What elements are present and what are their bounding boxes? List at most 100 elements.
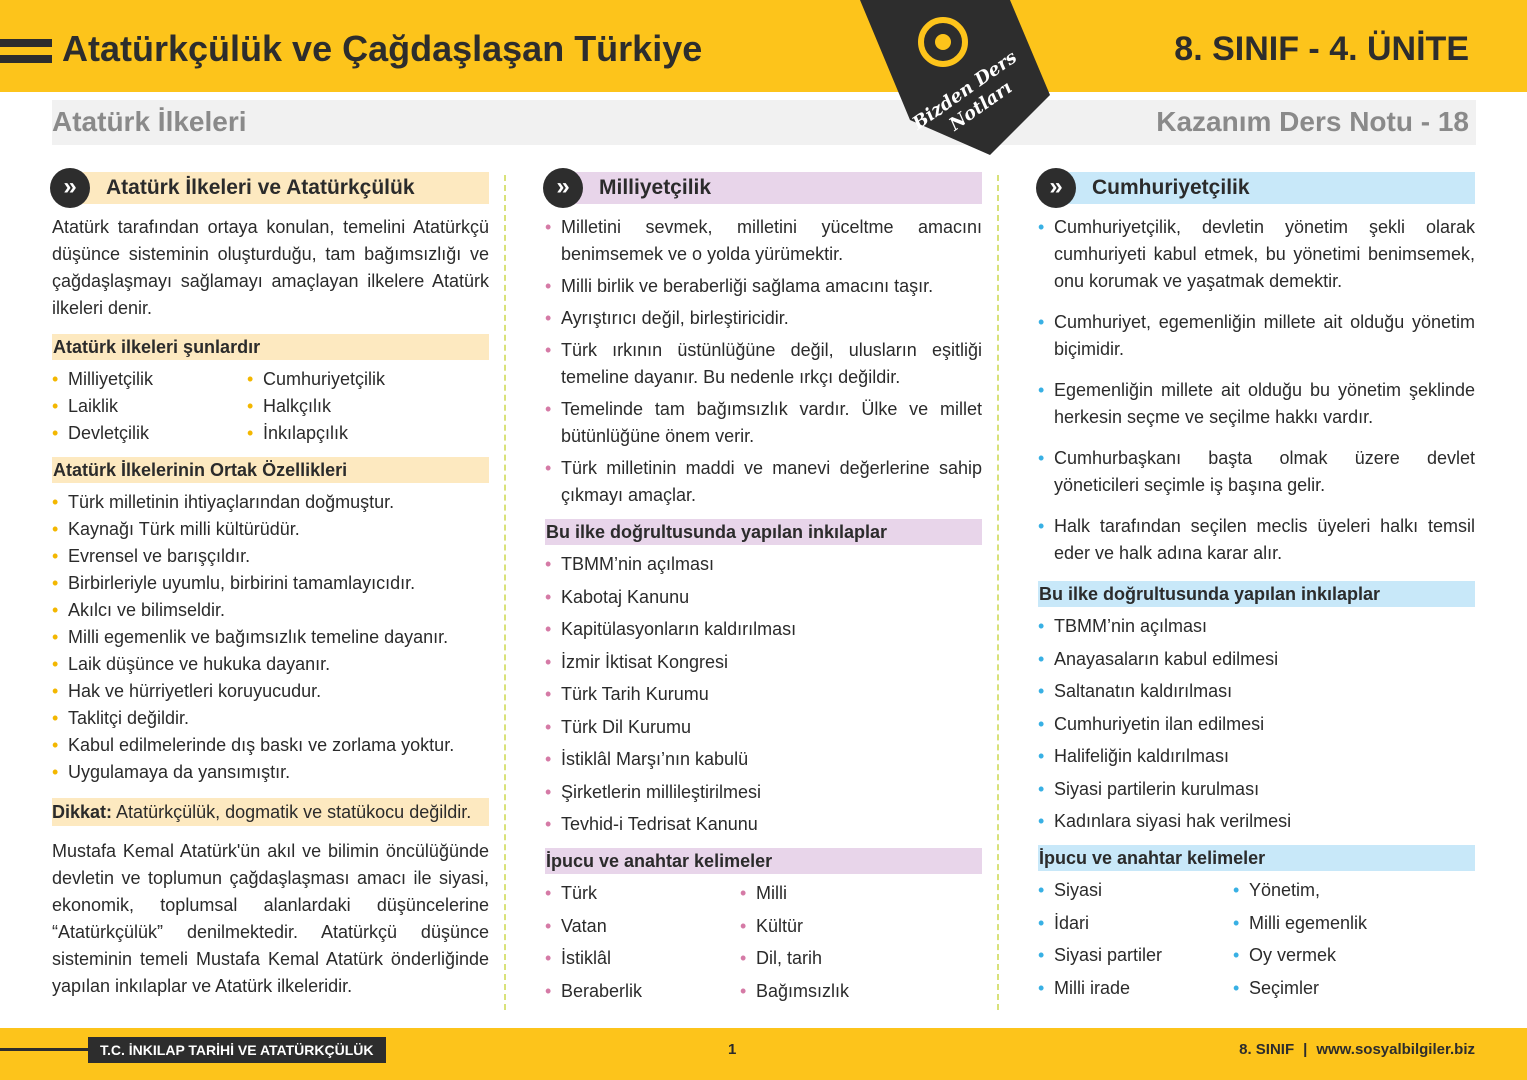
- keyword: İstiklâl: [545, 945, 740, 972]
- bullet-item: Kabotaj Kanunu: [545, 584, 982, 611]
- subheading: Bu ilke doğrultusunda yapılan inkılaplar: [545, 519, 982, 545]
- bullet-item: Birbirleriyle uyumlu, birbirini tamamlay…: [52, 570, 489, 597]
- bullet-item: Saltanatın kaldırılması: [1038, 678, 1475, 705]
- bullet-item: Kaynağı Türk milli kültürüdür.: [52, 516, 489, 543]
- unit: 8. SINIF - 4. ÜNİTE: [1174, 30, 1469, 68]
- bullet-item: TBMM’nin açılması: [545, 551, 982, 578]
- bullet-item: İstiklâl Marşı’nın kabulü: [545, 746, 982, 773]
- keyword: Seçimler: [1233, 975, 1475, 1002]
- paragraph: Atatürk tarafından ortaya konulan, temel…: [52, 217, 489, 318]
- keyword: Halkçılık: [247, 393, 489, 420]
- bullet-item: Cumhuriyetçilik, devletin yönetim şekli …: [1038, 214, 1475, 295]
- heading-text: Cumhuriyetçilik: [1092, 176, 1250, 199]
- bullet-item: Türk ırkının üstünlüğüne değil, ulusları…: [545, 337, 982, 391]
- bullet-item: Evrensel ve barışçıldır.: [52, 543, 489, 570]
- bullet-item: Tevhid-i Tedrisat Kanunu: [545, 811, 982, 838]
- keyword: Türk: [545, 880, 740, 907]
- badge-icon: [918, 17, 968, 67]
- subheading: Atatürk ilkeleri şunlardır: [52, 334, 489, 360]
- bullet-item: Kapitülasyonların kaldırılması: [545, 616, 982, 643]
- keyword: Beraberlik: [545, 978, 740, 1005]
- subheading: İpucu ve anahtar kelimeler: [1038, 845, 1475, 871]
- header-stripe: [0, 39, 52, 47]
- bullet-item: Siyasi partilerin kurulması: [1038, 776, 1475, 803]
- note: Dikkat: Atatürkçülük, dogmatik ve statük…: [52, 798, 489, 826]
- keyword: Cumhuriyetçilik: [247, 366, 489, 393]
- separator: [997, 175, 999, 1010]
- bullet-item: Türk Dil Kurumu: [545, 714, 982, 741]
- paragraph: Mustafa Kemal Atatürk'ün akıl ve bilimin…: [52, 841, 489, 996]
- note-label: Dikkat:: [52, 802, 113, 822]
- keyword: Milli egemenlik: [1233, 910, 1475, 937]
- badge-shape: [860, 0, 1050, 155]
- bullet-item: Türk Tarih Kurumu: [545, 681, 982, 708]
- bullet-item: Türk milletinin ihtiyaçlarından doğmuştu…: [52, 489, 489, 516]
- page-number: 1: [728, 1041, 737, 1058]
- bullet-item: Taklitçi değildir.: [52, 705, 489, 732]
- subtitle-band: [52, 100, 1476, 145]
- bullet-list: Cumhuriyetçilik, devletin yönetim şekli …: [1038, 214, 1475, 567]
- column-body: Milletini sevmek, milletini yüceltme ama…: [545, 214, 982, 1010]
- keyword-grid: TürkMilliVatanKültürİstiklâlDil, tarihBe…: [545, 880, 982, 1010]
- keyword: Laiklik: [52, 393, 247, 420]
- bullet-list: TBMM’nin açılması Anayasaların kabul edil…: [1038, 613, 1475, 835]
- column-heading: » Milliyetçilik: [543, 168, 982, 208]
- keyword: Dil, tarih: [740, 945, 982, 972]
- keyword: Devletçilik: [52, 420, 247, 447]
- site: www.sosyalbilgiler.biz: [1316, 1041, 1475, 1058]
- badge: Bizden Ders Notları: [860, 0, 1050, 155]
- column: » Cumhuriyetçilik Cumhuriyetçilik, devleti…: [1036, 168, 1475, 1017]
- header-band: [0, 0, 1527, 92]
- badge-icon: [935, 34, 951, 50]
- keyword: Milli irade: [1038, 975, 1233, 1002]
- footer-info: 8. SINIF | www.sosyalbilgiler.biz: [1239, 1041, 1475, 1058]
- bullet-item: Akılcı ve bilimseldir.: [52, 597, 489, 624]
- keyword-grid: SiyasiYönetim,İdariMilli egemenlikSiyasi…: [1038, 877, 1475, 1007]
- keyword: Kültür: [740, 913, 982, 940]
- bullet-item: Laik düşünce ve hukuka dayanır.: [52, 651, 489, 678]
- bullet-item: Milli birlik ve beraberliği sağlama amac…: [545, 273, 982, 300]
- keyword: Siyasi: [1038, 877, 1233, 904]
- subheading: Atatürk İlkelerinin Ortak Özellikleri: [52, 457, 489, 483]
- bullet-list: TBMM’nin açılması Kabotaj Kanunu Kapitülas…: [545, 551, 982, 838]
- bullet-item: Milli egemenlik ve bağımsızlık temeline …: [52, 624, 489, 651]
- keyword: Bağımsızlık: [740, 978, 982, 1005]
- column: » Milliyetçilik Milletini sevmek, milletin…: [543, 168, 982, 1020]
- keyword-grid: MilliyetçilikCumhuriyetçilikLaiklikHalkç…: [52, 366, 489, 447]
- bullet-item: Egemenliğin millete ait olduğu bu yöneti…: [1038, 377, 1475, 431]
- divider: |: [1303, 1041, 1308, 1058]
- column-heading: » Atatürk İlkeleri ve Atatürkçülük: [50, 168, 489, 208]
- heading-icon: »: [1036, 168, 1076, 208]
- heading-icon: »: [543, 168, 583, 208]
- keyword: Vatan: [545, 913, 740, 940]
- keyword: Yönetim,: [1233, 877, 1475, 904]
- bullet-list: Türk milletinin ihtiyaçlarından doğmuştu…: [52, 489, 489, 786]
- lesson-note: Kazanım Ders Notu - 18: [1156, 106, 1469, 137]
- bullet-item: İzmir İktisat Kongresi: [545, 649, 982, 676]
- bullet-item: Halk tarafından seçilen meclis üyeleri h…: [1038, 513, 1475, 567]
- heading-icon: »: [50, 168, 90, 208]
- keyword: Oy vermek: [1233, 942, 1475, 969]
- heading-text: Atatürk İlkeleri ve Atatürkçülük: [106, 176, 415, 199]
- separator: [504, 175, 506, 1010]
- bullet-item: Uygulamaya da yansımıştır.: [52, 759, 489, 786]
- heading-text: Milliyetçilik: [599, 176, 712, 199]
- keyword: Milliyetçilik: [52, 366, 247, 393]
- grade: 8. SINIF: [1239, 1041, 1295, 1058]
- bullet-list: Milletini sevmek, milletini yüceltme ama…: [545, 214, 982, 509]
- subheading: Bu ilke doğrultusunda yapılan inkılaplar: [1038, 581, 1475, 607]
- course: T.C. İNKILAP TARİHİ VE ATATÜRKÇÜLÜK: [88, 1037, 386, 1063]
- bullet-item: Şirketlerin millileştirilmesi: [545, 779, 982, 806]
- keyword: Milli: [740, 880, 982, 907]
- note-text: Atatürkçülük, dogmatik ve statükocu deği…: [116, 802, 472, 822]
- bullet-item: Ayrıştırıcı değil, birleştiricidir.: [545, 305, 982, 332]
- keyword: İdari: [1038, 910, 1233, 937]
- footer-stripe: [0, 1048, 88, 1051]
- keyword: İnkılapçılık: [247, 420, 489, 447]
- bullet-item: Cumhuriyetin ilan edilmesi: [1038, 711, 1475, 738]
- bullet-item: Anayasaların kabul edilmesi: [1038, 646, 1475, 673]
- bullet-item: Türk milletinin maddi ve manevi değerler…: [545, 455, 982, 509]
- column-body: Cumhuriyetçilik, devletin yönetim şekli …: [1038, 214, 1475, 1007]
- bullet-item: Cumhurbaşkanı başta olmak üzere devlet y…: [1038, 445, 1475, 499]
